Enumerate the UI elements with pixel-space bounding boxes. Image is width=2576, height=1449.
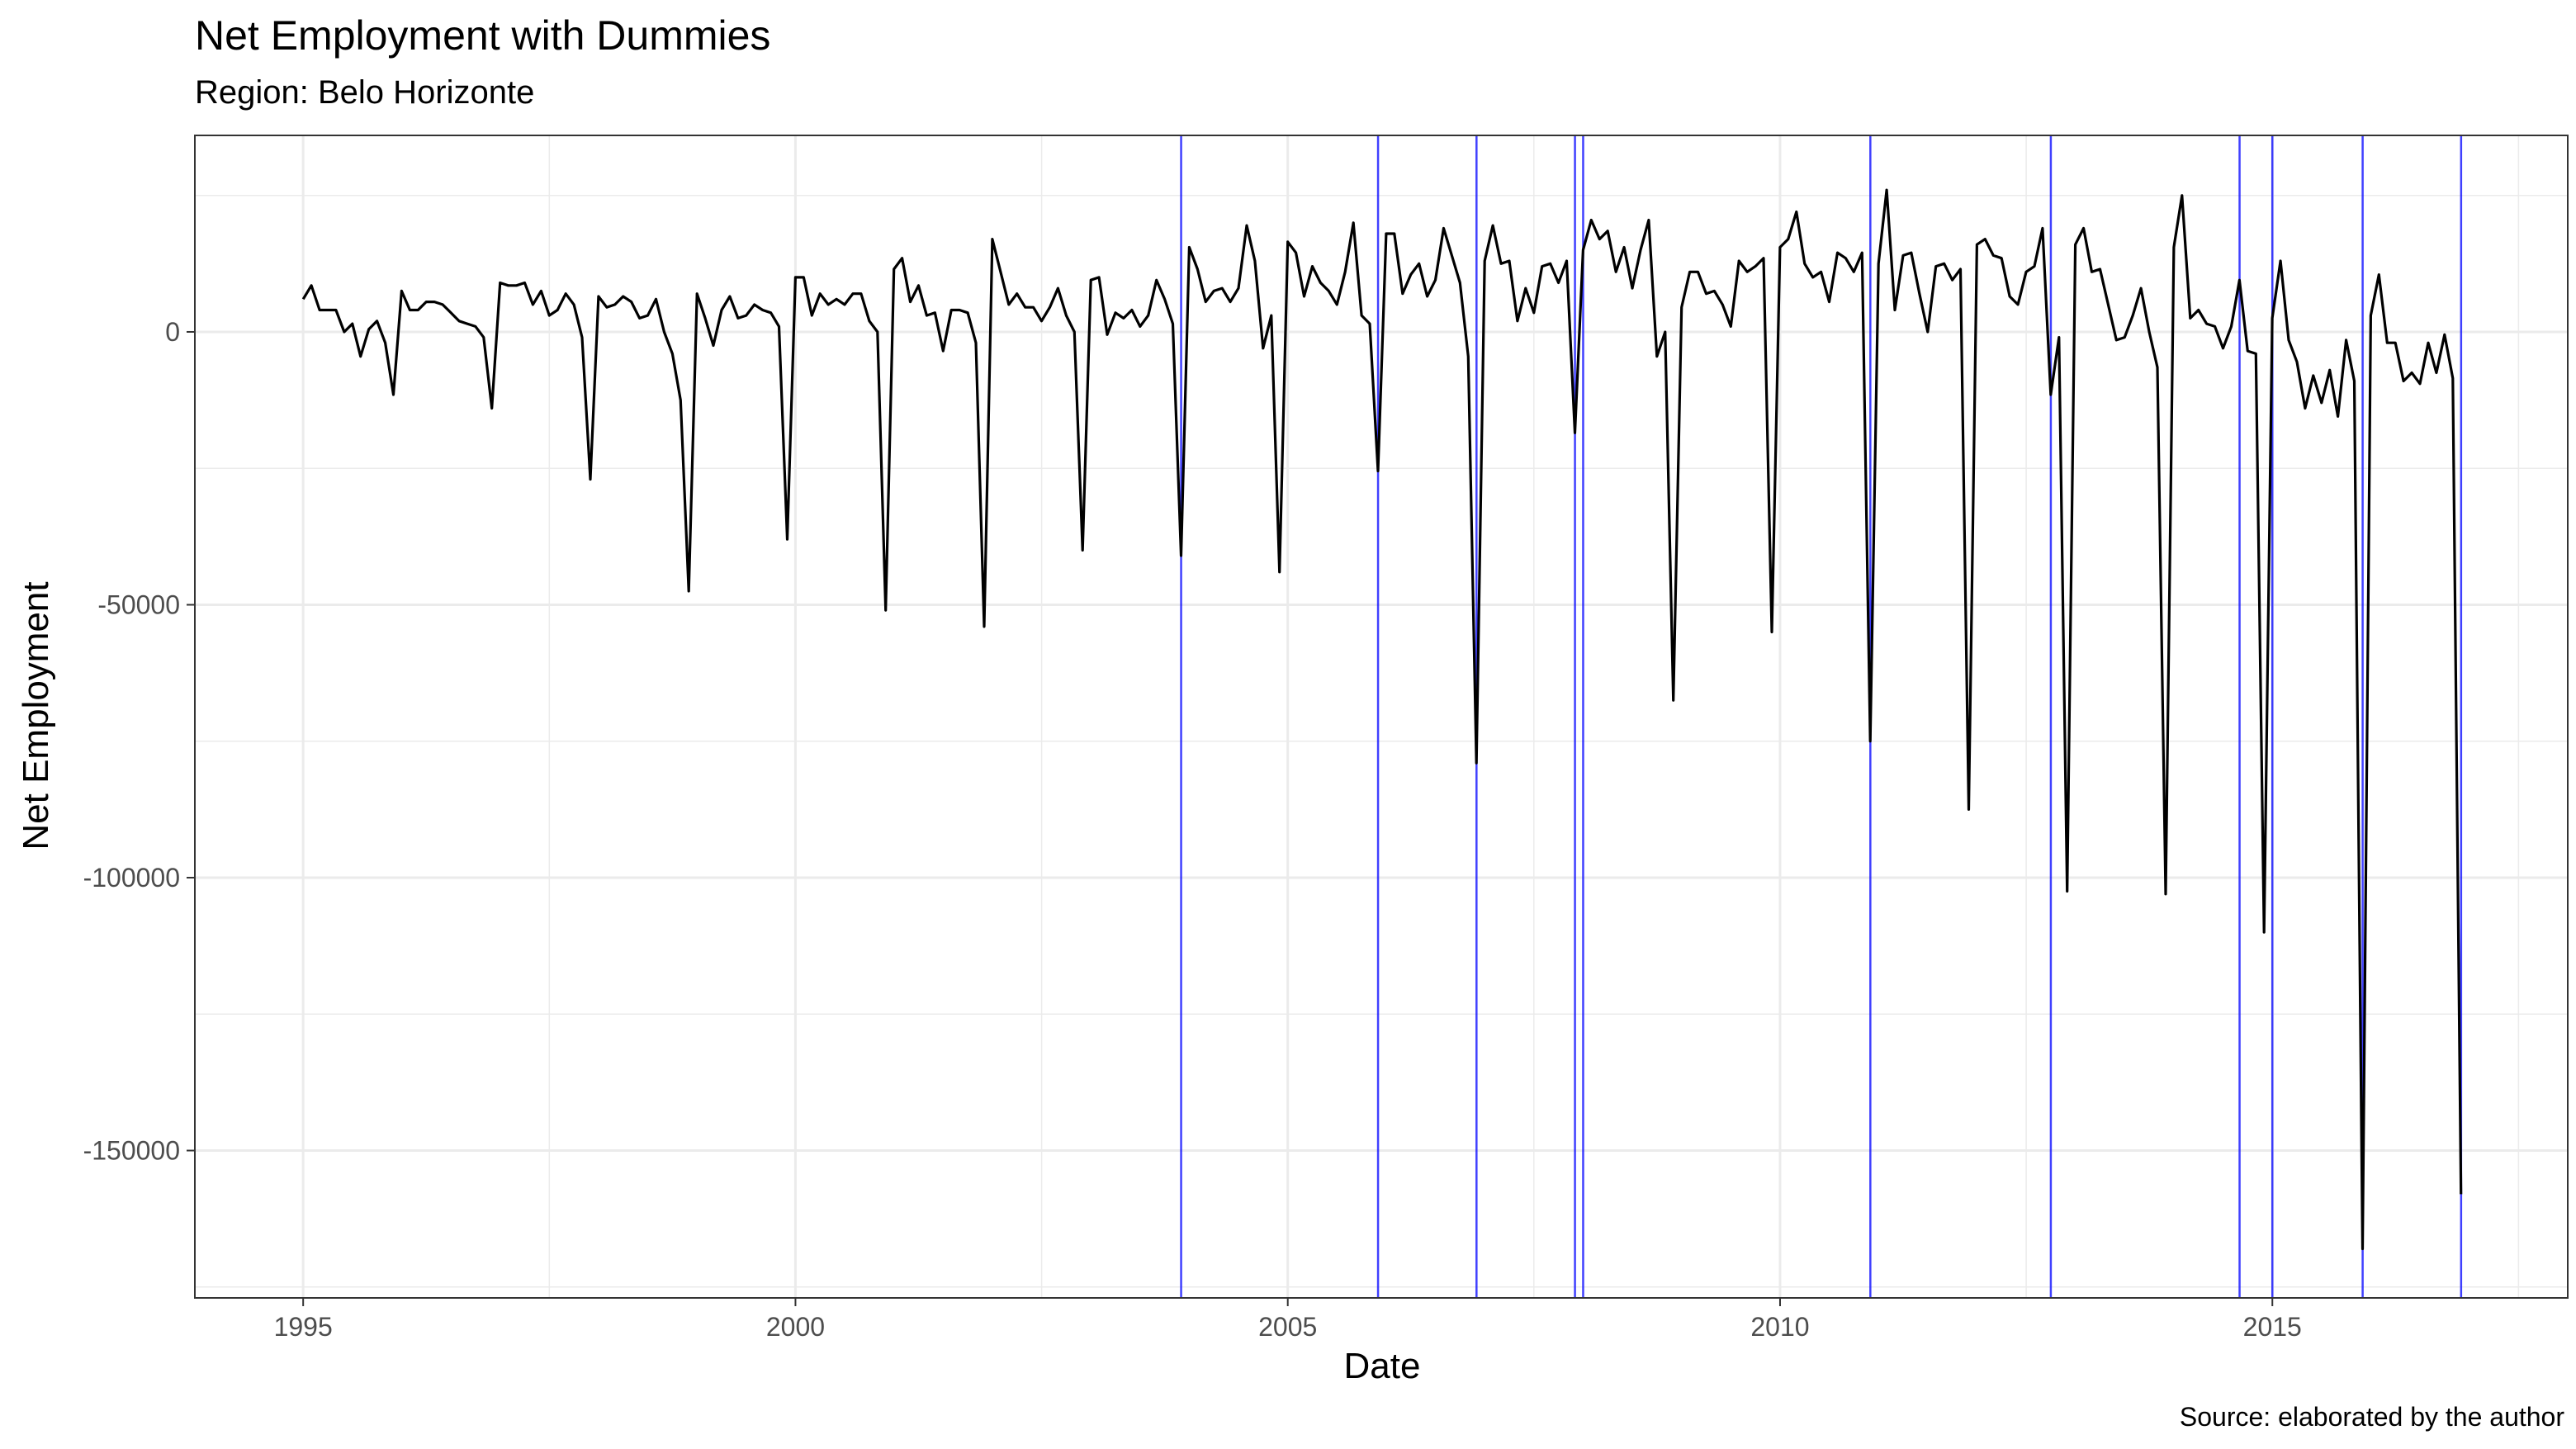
y-axis-label: Net Employment (16, 581, 56, 850)
x-tick-label: 2010 (1750, 1312, 1809, 1342)
chart-title: Net Employment with Dummies (195, 12, 771, 59)
grid-minor-lines (195, 135, 2568, 1298)
x-tick-label: 2005 (1258, 1312, 1317, 1342)
chart-subtitle: Region: Belo Horizonte (195, 74, 535, 111)
grid-major-lines (195, 135, 2568, 1298)
y-tick-label: -100000 (83, 863, 180, 893)
x-tick-label: 1995 (274, 1312, 333, 1342)
dummy-lines (1180, 135, 2463, 1298)
y-tick-label: -50000 (97, 590, 180, 619)
chart-caption: Source: elaborated by the author (2179, 1402, 2564, 1432)
x-axis-label: Date (1343, 1346, 1421, 1386)
x-axis-ticks: 1995 2000 2005 2010 2015 (274, 1298, 2302, 1342)
y-tick-label: -150000 (83, 1136, 180, 1166)
x-tick-label: 2000 (766, 1312, 825, 1342)
series-line (301, 188, 2463, 1251)
y-tick-label: 0 (165, 317, 180, 347)
series-layer (301, 188, 2463, 1251)
x-tick-label: 2015 (2243, 1312, 2302, 1342)
y-axis-ticks: 0 -50000 -100000 -150000 (83, 317, 195, 1166)
panel-border (194, 135, 2569, 1299)
